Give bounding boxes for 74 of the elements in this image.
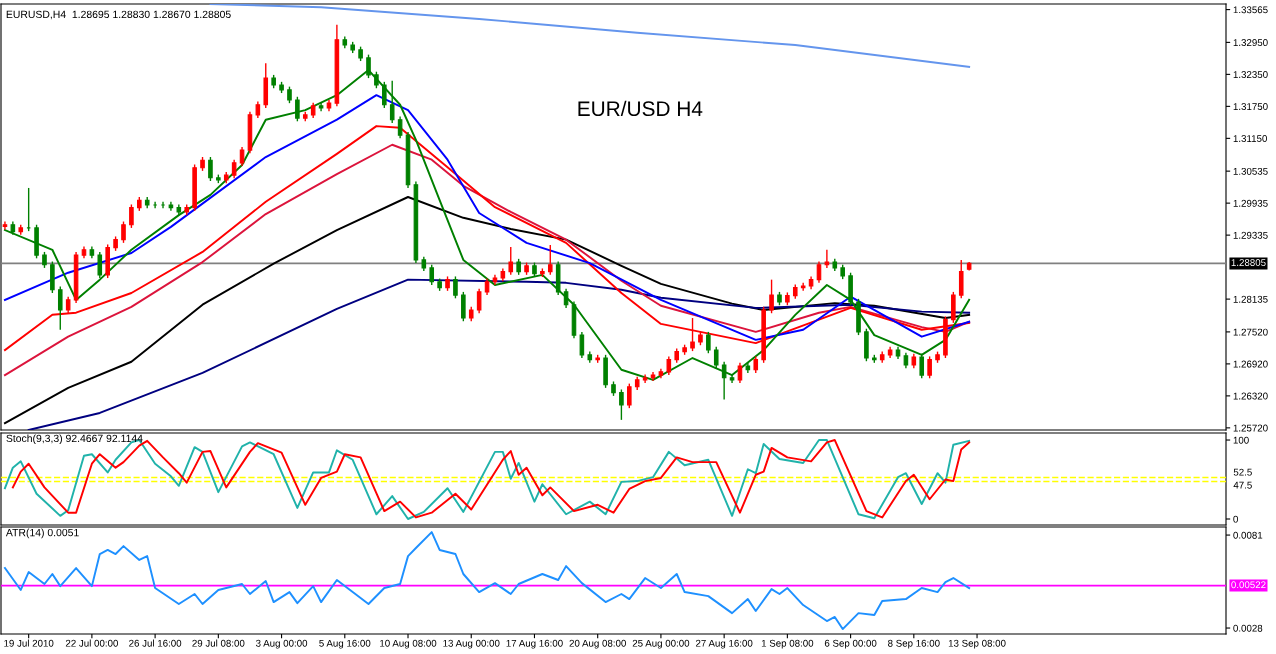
y-tick-label: 1.28135 <box>1233 295 1268 303</box>
ref-line-label: 0.00522 <box>1231 581 1266 589</box>
candlestick <box>57 285 63 331</box>
candlestick <box>461 291 466 322</box>
candlestick <box>508 246 514 276</box>
ref-line-label: 1.28805 <box>1231 259 1266 266</box>
candlestick <box>2 220 8 231</box>
candlestick <box>824 249 830 269</box>
candlestick <box>800 282 806 292</box>
y-tick-label: 1.29935 <box>1233 199 1268 207</box>
line-series <box>3 94 971 341</box>
y-tick-label: 1.31750 <box>1233 103 1268 110</box>
y-tick-label: 1.32950 <box>1233 39 1268 47</box>
x-tick-label: 29 Jul 08:00 <box>192 639 245 647</box>
candlestick <box>958 259 964 300</box>
x-tick-label: 27 Aug 16:00 <box>695 639 753 649</box>
y-tick-label: 1.26320 <box>1233 392 1268 400</box>
y-tick-label: 1.26920 <box>1233 360 1268 368</box>
y-tick-label: 1.30535 <box>1233 167 1268 175</box>
candlestick <box>397 115 403 140</box>
x-tick-label: 6 Sep 00:00 <box>824 639 877 649</box>
candlestick <box>547 244 553 276</box>
y-tick-label: 1.32350 <box>1233 71 1268 78</box>
x-tick-label: 25 Aug 00:00 <box>632 639 690 649</box>
candlestick <box>927 355 932 379</box>
candlestick <box>121 220 126 244</box>
candlestick <box>619 388 624 421</box>
x-tick-label: 13 Aug 00:00 <box>443 639 500 649</box>
candlestick <box>429 264 435 286</box>
candlestick <box>627 382 632 409</box>
y-tick-label: 1.33565 <box>1233 6 1268 14</box>
candlestick <box>666 355 672 376</box>
candlestick <box>382 81 387 109</box>
x-tick-label: 22 Jul 00:00 <box>65 639 118 647</box>
x-tick-label: 26 Jul 16:00 <box>129 639 182 647</box>
line-series <box>27 278 971 430</box>
candlestick <box>129 203 134 229</box>
x-tick-label: 5 Aug 16:00 <box>319 639 371 649</box>
y-tick-label: 100 <box>1233 436 1249 444</box>
ref-line-label: 52.5 <box>1233 468 1252 476</box>
line-series <box>3 196 971 425</box>
candlestick <box>476 288 482 314</box>
candlestick <box>231 158 237 180</box>
y-tick-label: 0.0081 <box>1233 531 1263 539</box>
candlestick <box>208 156 213 182</box>
candlestick <box>713 346 719 369</box>
x-tick-label: 3 Aug 00:00 <box>255 639 308 649</box>
chart-title: ATR(14) 0.0051 <box>5 528 79 539</box>
text: EURUSD,H4 1.28695 1.28830 1.28670 1.28805 <box>6 10 231 20</box>
ref-line-label: 47.5 <box>1233 481 1252 489</box>
y-tick-label: 1.27520 <box>1233 328 1268 336</box>
y-tick-label: 1.31150 <box>1233 135 1267 142</box>
candlestick <box>295 96 300 122</box>
candlestick <box>737 362 743 384</box>
x-tick-label: 8 Sep 16:00 <box>888 639 940 649</box>
candlestick <box>769 278 774 314</box>
candlestick <box>706 331 711 354</box>
candlestick <box>97 251 103 279</box>
candlestick <box>453 275 458 300</box>
chart-title: Stoch(9,3,3) 92.4667 92.1144 <box>6 434 143 445</box>
y-tick-label: 1.29335 <box>1233 231 1268 239</box>
candlestick <box>239 146 245 167</box>
y-tick-label: 0.0028 <box>1233 624 1263 632</box>
x-tick-label: 10 Aug 08:00 <box>380 639 437 649</box>
candlestick <box>389 80 395 124</box>
x-tick-label: 1 Sep 08:00 <box>761 639 814 649</box>
x-tick-label: 20 Aug 08:00 <box>569 639 626 649</box>
x-tick-label: 19 Jul 2010 <box>4 639 54 647</box>
y-tick-label: 1.25720 <box>1233 424 1268 432</box>
annotation: EUR/USD H4 <box>578 100 703 117</box>
x-tick-label: 17 Aug 16:00 <box>506 639 563 649</box>
x-tick-label: 13 Sep 08:00 <box>948 639 1006 649</box>
y-tick-label: 0 <box>1233 515 1238 523</box>
candlestick <box>579 331 585 359</box>
